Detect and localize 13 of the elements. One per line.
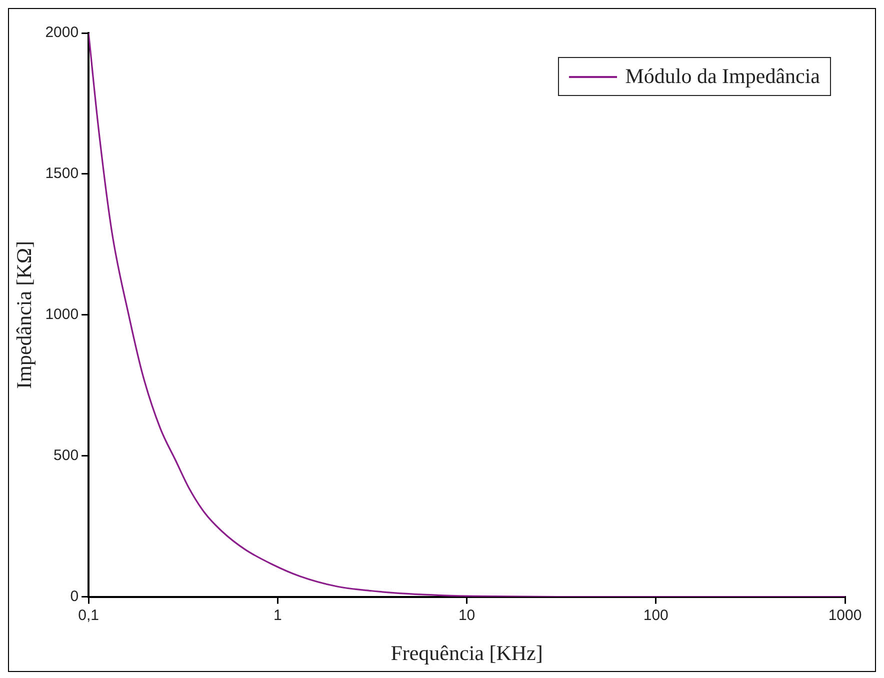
x-tick-label: 100	[643, 606, 668, 624]
x-tick-label: 1000	[828, 606, 862, 624]
y-axis-title: Impedância [KΩ]	[12, 240, 36, 389]
x-axis-title: Frequência [KHz]	[390, 640, 543, 665]
y-tick-label: 0	[70, 588, 79, 605]
y-tick-label: 500	[54, 446, 79, 464]
y-tick-label: 1500	[45, 165, 79, 182]
y-tick-label: 2000	[45, 24, 79, 42]
x-tick-label: 1	[274, 606, 282, 624]
x-tick-label: 0,1	[78, 606, 99, 624]
y-tick-label: 1000	[45, 306, 79, 324]
x-tick-label: 10	[458, 606, 476, 624]
legend-label: Módulo da Impedância	[625, 64, 820, 89]
